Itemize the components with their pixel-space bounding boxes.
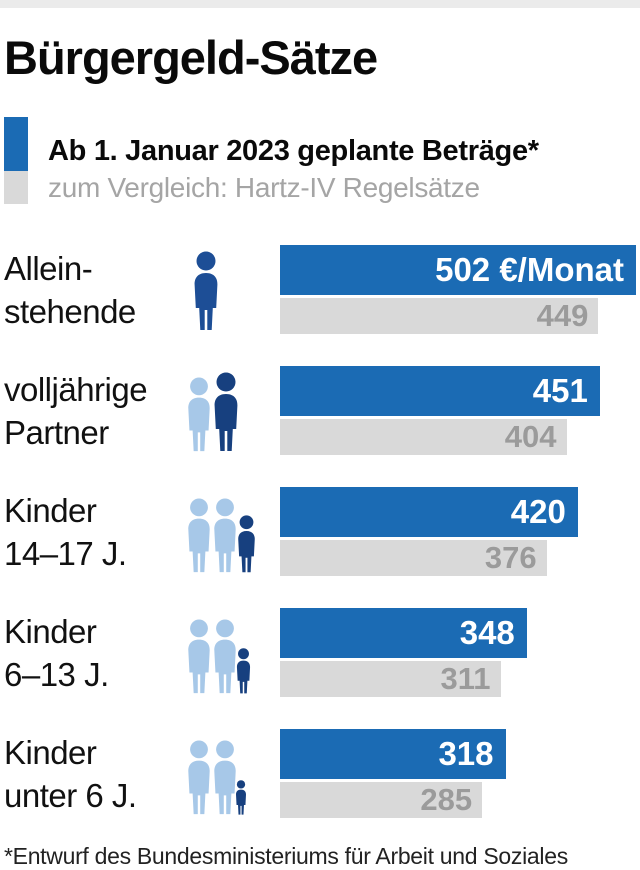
category-label-line2: 14–17 J. [4,535,127,572]
hartz4-amount-bar: 449 [280,298,599,334]
category-label: Kinder unter 6 J. [4,731,176,817]
hartz4-amount-bar: 404 [280,419,567,455]
bar-pair: 420 376 [280,487,636,576]
category-label-line1: Kinder [4,734,97,771]
legend-item-compare: zum Vergleich: Hartz-IV Regelsätze [4,171,636,204]
hartz4-amount-value: 285 [420,782,473,817]
family-school-child-icon [236,648,251,694]
planned-amount-value: 348 [459,614,515,651]
chart-row: volljährige Partner 451 404 [0,366,640,455]
hartz4-amount-bar: 376 [280,540,547,576]
category-label-line1: Kinder [4,613,97,650]
planned-amount-bar: 318 [280,729,506,779]
adult-couple-icon [188,377,210,452]
family-teen-child-icon [238,515,255,573]
family-teen-child-icon [214,498,236,573]
planned-amount-value: 318 [438,735,494,772]
chart-row: Kinder 14–17 J. 420 376 [0,487,640,576]
top-border-strip [0,0,640,8]
category-label-line2: 6–13 J. [4,656,109,693]
bar-pair: 451 404 [280,366,636,455]
footnote: *Entwurf des Bundesministeriums für Arbe… [4,843,568,869]
category-label-line1: Allein- [4,250,93,287]
family-school-child-icon-group [180,610,280,694]
family-teen-child-icon-group [180,489,280,573]
planned-amount-bar: 420 [280,487,578,537]
family-small-child-icon [236,780,246,815]
category-label-line2: unter 6 J. [4,777,137,814]
legend-label-planned: Ab 1. Januar 2023 geplante Beträge* [48,134,539,167]
page-title: Bürgergeld-Sätze [4,31,378,84]
adult-couple-icon [214,372,238,451]
hartz4-amount-bar: 285 [280,782,483,818]
planned-amount-value: 502 €/Monat [435,251,624,288]
family-small-child-icon [188,740,210,815]
bar-pair: 502 €/Monat 449 [280,245,636,334]
planned-amount-bar: 451 [280,366,600,416]
hartz4-amount-value: 449 [536,298,589,333]
category-label-line2: Partner [4,414,109,451]
family-small-child-icon [214,740,236,815]
legend-swatch-blue [4,117,28,171]
category-label: Allein- stehende [4,247,176,333]
category-label-line2: stehende [4,293,136,330]
planned-amount-value: 420 [510,493,566,530]
hartz4-amount-value: 311 [440,661,491,696]
category-label: Kinder 6–13 J. [4,610,176,696]
category-label: Kinder 14–17 J. [4,489,176,575]
family-school-child-icon [188,619,210,694]
bar-pair: 318 285 [280,729,636,818]
family-small-child-icon-group [180,731,280,815]
chart-row: Kinder 6–13 J. 348 311 [0,608,640,697]
single-adult-icon [194,251,218,330]
chart-row: Allein- stehende 502 €/Monat 449 [0,245,640,334]
category-label: volljährige Partner [4,368,176,454]
planned-amount-bar: 502 €/Monat [280,245,636,295]
planned-amount-value: 451 [532,372,588,409]
category-label-line1: volljährige [4,371,148,408]
family-teen-child-icon [188,498,210,573]
adult-couple-icon-group [180,368,280,452]
chart-legend: Ab 1. Januar 2023 geplante Beträge* zum … [4,117,636,204]
hartz4-amount-value: 376 [484,540,537,575]
legend-label-compare: zum Vergleich: Hartz-IV Regelsätze [48,171,480,203]
hartz4-amount-bar: 311 [280,661,501,697]
family-school-child-icon [214,619,236,694]
chart-row: Kinder unter 6 J. 318 285 [0,729,640,818]
single-adult-icon-group [186,247,286,331]
bar-chart: Allein- stehende 502 €/Monat 449 volljäh… [0,245,640,818]
planned-amount-bar: 348 [280,608,527,658]
bar-pair: 348 311 [280,608,636,697]
hartz4-amount-value: 404 [504,419,557,454]
legend-swatch-gray [4,171,28,204]
category-label-line1: Kinder [4,492,97,529]
legend-item-planned: Ab 1. Januar 2023 geplante Beträge* [4,117,636,171]
